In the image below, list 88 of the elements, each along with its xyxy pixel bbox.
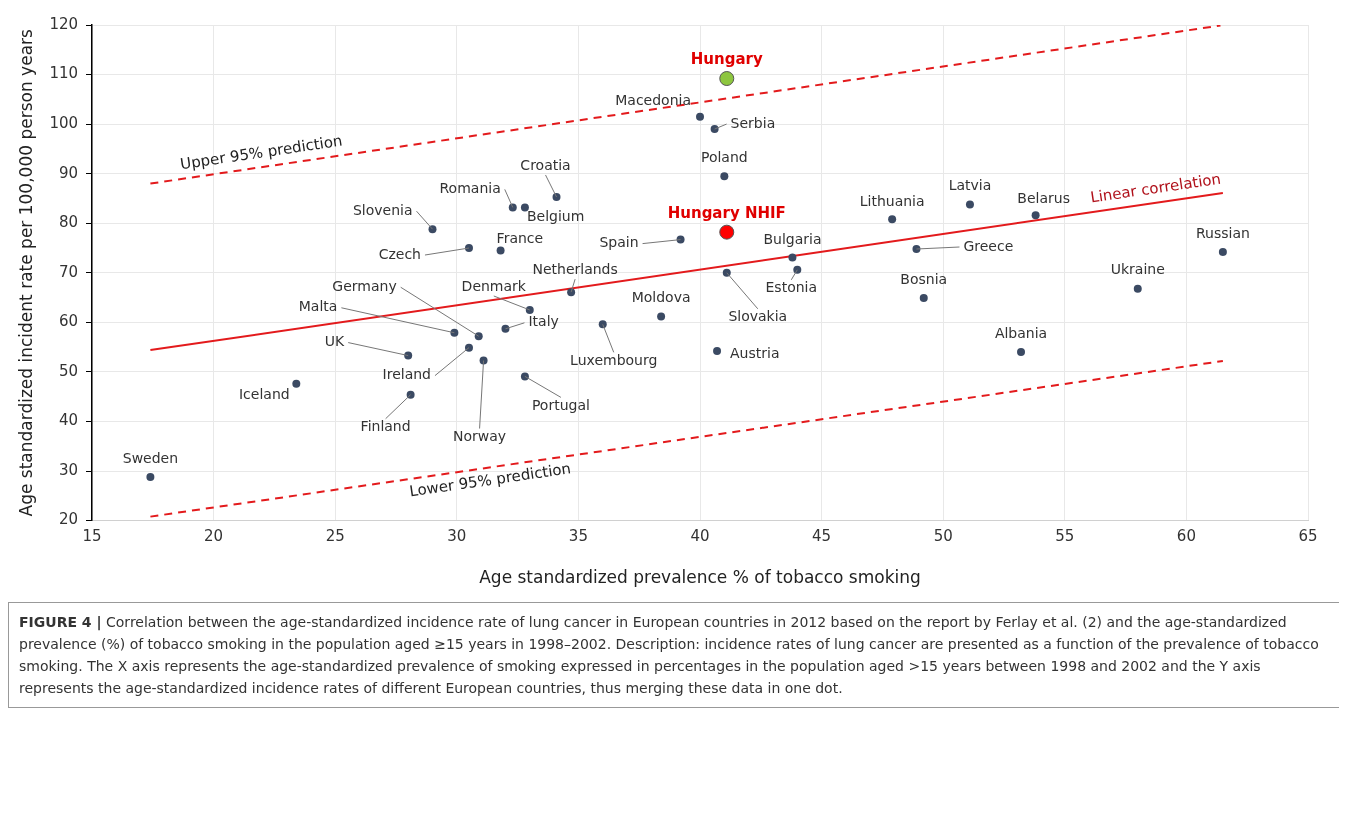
y-tick-label: 50 (58, 361, 79, 380)
point (657, 312, 666, 321)
annotation: Czech (378, 245, 421, 262)
annotation: Romania (439, 180, 501, 197)
y-tick-label: 70 (58, 262, 79, 281)
y-axis-title: Age standardized incident rate per 100,000 person years (15, 28, 36, 517)
y-tick-label: 80 (58, 213, 79, 232)
point (720, 172, 729, 181)
annotation: Iceland (238, 386, 290, 403)
annotation: Ireland (382, 366, 431, 383)
annotation: Belarus (1017, 189, 1070, 206)
annotation: Slovenia (352, 201, 413, 218)
annotation: Bosnia (900, 270, 948, 287)
annotation: Malta (298, 298, 338, 315)
annotation: Latvia (948, 177, 992, 194)
point (888, 215, 897, 224)
annotation: Russian (1195, 224, 1250, 241)
annotation: UK (324, 333, 345, 350)
y-tick-label: 40 (58, 411, 79, 430)
point (919, 294, 928, 303)
annotation: Croatia (520, 156, 571, 173)
point (710, 125, 719, 134)
annotation: Hungary (690, 50, 763, 69)
caption: FIGURE 4 | Correlation between the age-standardized incidence rate of lung cancer in European countries in 2012 based on the report by Ferlay et al. (2) and the age-standardized prevalence (%) of tobacco smoking in the population aged ≥15 years in 1998–2002. Description: incidence rates of lung cancer are presented as a function of the prevalence of tobacco smoking. The X axis represents the age-standardized prevalence of smoking expressed in percentages in the population aged >15 years between 1998 and 2002 and the Y axis represents the age-standardized incidence rates of different European countries, thus merging these data in one dot. (19, 614, 1319, 696)
point (788, 253, 797, 262)
point (719, 224, 735, 240)
annotation: Lithuania (859, 192, 925, 209)
annotation: Serbia (730, 114, 776, 131)
x-tick-label: 35 (568, 527, 588, 546)
point (520, 372, 529, 381)
annotation: Netherlands (532, 260, 618, 277)
annotation: France (496, 230, 544, 247)
point (520, 203, 529, 212)
x-tick-label: 30 (447, 527, 467, 546)
annotation: Portugal (531, 397, 590, 414)
point (146, 472, 155, 481)
point (696, 112, 705, 121)
x-axis-title: Age standardized prevalence % of tobacco smoking (479, 567, 921, 588)
x-tick-label: 20 (204, 527, 224, 546)
x-tick-label: 60 (1176, 527, 1196, 546)
annotation: Denmark (461, 277, 527, 294)
annotation: Finland (360, 418, 411, 435)
point (1218, 247, 1227, 256)
annotation: Germany (332, 277, 397, 294)
annotation: Ukraine (1110, 261, 1165, 278)
annotation: Macedonia (615, 92, 692, 109)
point (567, 288, 576, 297)
annotation: Greece (963, 237, 1014, 254)
annotation: Bulgaria (763, 231, 822, 248)
annotation: Moldova (631, 289, 691, 306)
y-tick-label: 90 (58, 163, 79, 182)
x-tick-label: 25 (325, 527, 345, 546)
point (479, 356, 488, 365)
y-tick-label: 120 (49, 14, 79, 33)
annotation: Albania (994, 324, 1048, 341)
annotation: Spain (599, 234, 639, 251)
y-tick-label: 20 (58, 510, 79, 529)
annotation: Austria (730, 344, 780, 361)
x-tick-label: 45 (812, 527, 832, 546)
text: Linear correlation (1089, 169, 1223, 207)
point (713, 347, 722, 356)
annotation: Luxembourg (570, 351, 658, 368)
y-tick-label: 100 (49, 114, 79, 133)
annotation: Poland (700, 148, 748, 165)
point (1133, 284, 1142, 293)
point (1017, 348, 1026, 357)
point (292, 379, 301, 388)
point (719, 71, 735, 87)
y-tick-label: 30 (58, 460, 79, 479)
x-tick-label: 50 (933, 527, 953, 546)
annotation: Belgium (526, 208, 585, 225)
x-tick-label: 15 (82, 527, 102, 546)
point (965, 200, 974, 209)
y-tick-label: 110 (49, 64, 79, 83)
annotation: Estonia (765, 279, 818, 296)
x-tick-label: 40 (690, 527, 710, 546)
y-tick-label: 60 (58, 312, 79, 331)
point (1031, 211, 1040, 220)
x-tick-label: 55 (1055, 527, 1075, 546)
annotation: Slovakia (728, 308, 788, 325)
point (496, 246, 505, 255)
text: Lower 95% prediction (408, 459, 573, 501)
annotation: Sweden (122, 449, 179, 466)
annotation: Norway (453, 428, 507, 445)
annotation: Italy (528, 313, 559, 330)
text: Upper 95% prediction (179, 131, 344, 174)
x-tick-label: 65 (1298, 527, 1318, 546)
annotation: Hungary NHIF (667, 204, 786, 223)
